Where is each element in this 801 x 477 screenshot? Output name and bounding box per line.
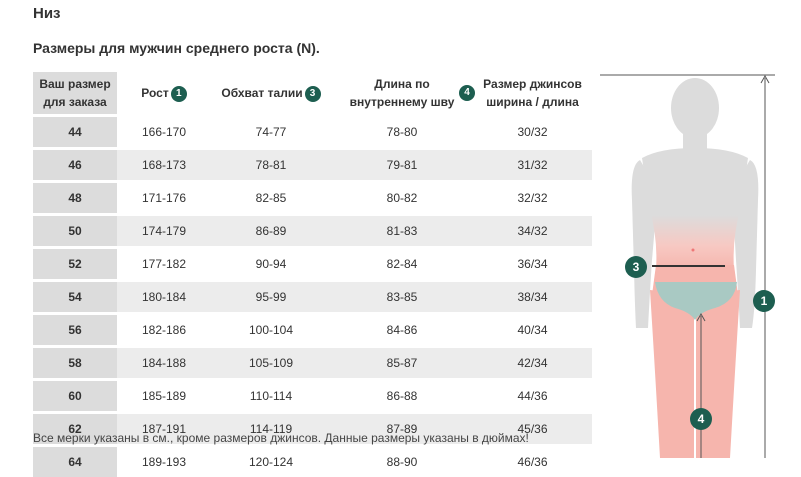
cell-height: 171-176 bbox=[117, 182, 211, 215]
cell-inseam: 79-81 bbox=[331, 149, 473, 182]
height-marker: 1 bbox=[753, 290, 775, 312]
header-size-label: Ваш размер для заказа bbox=[39, 77, 110, 109]
torso-shape bbox=[642, 148, 748, 270]
cell-waist: 86-89 bbox=[211, 215, 331, 248]
body-diagram: 3 1 4 bbox=[600, 70, 801, 458]
header-size: Ваш размер для заказа bbox=[33, 72, 117, 116]
cell-height: 177-182 bbox=[117, 248, 211, 281]
cell-height: 189-193 bbox=[117, 446, 211, 477]
cell-jeans: 32/32 bbox=[473, 182, 592, 215]
inseam-marker-icon: 4 bbox=[459, 85, 475, 101]
cell-waist: 90-94 bbox=[211, 248, 331, 281]
header-inseam-label: Длина по внутреннему шву bbox=[342, 75, 462, 111]
cell-waist: 78-81 bbox=[211, 149, 331, 182]
cell-inseam: 81-83 bbox=[331, 215, 473, 248]
cell-waist: 95-99 bbox=[211, 281, 331, 314]
cell-size: 46 bbox=[33, 149, 117, 182]
cell-size: 58 bbox=[33, 347, 117, 380]
cell-jeans: 42/34 bbox=[473, 347, 592, 380]
header-waist-label: Обхват талии bbox=[221, 86, 302, 100]
navel-dot bbox=[692, 249, 695, 252]
cell-jeans: 44/36 bbox=[473, 380, 592, 413]
cell-height: 185-189 bbox=[117, 380, 211, 413]
cell-waist: 105-109 bbox=[211, 347, 331, 380]
footnote: Все мерки указаны в см., кроме размеров … bbox=[33, 431, 529, 445]
section-subtitle: Размеры для мужчин среднего роста (N). bbox=[33, 40, 320, 56]
cell-size: 56 bbox=[33, 314, 117, 347]
header-height-label: Рост bbox=[141, 86, 168, 100]
cell-size: 50 bbox=[33, 215, 117, 248]
cell-height: 184-188 bbox=[117, 347, 211, 380]
height-marker-icon: 1 bbox=[171, 86, 187, 102]
head-shape bbox=[671, 78, 719, 138]
cell-size: 54 bbox=[33, 281, 117, 314]
cell-size: 48 bbox=[33, 182, 117, 215]
cell-waist: 110-114 bbox=[211, 380, 331, 413]
cell-jeans: 38/34 bbox=[473, 281, 592, 314]
waist-marker-icon: 3 bbox=[305, 86, 321, 102]
cell-height: 182-186 bbox=[117, 314, 211, 347]
neck-shape bbox=[683, 132, 707, 150]
cell-waist: 100-104 bbox=[211, 314, 331, 347]
header-jeans: Размер джинсов ширина / длина bbox=[473, 72, 592, 116]
cell-height: 174-179 bbox=[117, 215, 211, 248]
cell-inseam: 80-82 bbox=[331, 182, 473, 215]
cell-jeans: 36/34 bbox=[473, 248, 592, 281]
cell-height: 180-184 bbox=[117, 281, 211, 314]
cell-jeans: 31/32 bbox=[473, 149, 592, 182]
cell-height: 168-173 bbox=[117, 149, 211, 182]
cell-inseam: 86-88 bbox=[331, 380, 473, 413]
page-title: Низ bbox=[33, 5, 61, 22]
cell-inseam: 82-84 bbox=[331, 248, 473, 281]
waist-marker: 3 bbox=[625, 256, 647, 278]
right-leg-shape bbox=[696, 290, 740, 458]
cell-jeans: 30/32 bbox=[473, 116, 592, 149]
left-leg-shape bbox=[650, 290, 694, 458]
cell-inseam: 78-80 bbox=[331, 116, 473, 149]
cell-size: 44 bbox=[33, 116, 117, 149]
cell-inseam: 84-86 bbox=[331, 314, 473, 347]
inseam-marker: 4 bbox=[690, 408, 712, 430]
cell-waist: 82-85 bbox=[211, 182, 331, 215]
cell-waist: 120-124 bbox=[211, 446, 331, 477]
cell-height: 166-170 bbox=[117, 116, 211, 149]
cell-size: 64 bbox=[33, 446, 117, 477]
cell-inseam: 88-90 bbox=[331, 446, 473, 477]
cell-waist: 74-77 bbox=[211, 116, 331, 149]
cell-inseam: 83-85 bbox=[331, 281, 473, 314]
cell-size: 52 bbox=[33, 248, 117, 281]
cell-size: 60 bbox=[33, 380, 117, 413]
header-jeans-label: Размер джинсов ширина / длина bbox=[483, 77, 582, 109]
cell-jeans: 40/34 bbox=[473, 314, 592, 347]
cell-jeans: 34/32 bbox=[473, 215, 592, 248]
cell-jeans: 46/36 bbox=[473, 446, 592, 477]
cell-inseam: 85-87 bbox=[331, 347, 473, 380]
